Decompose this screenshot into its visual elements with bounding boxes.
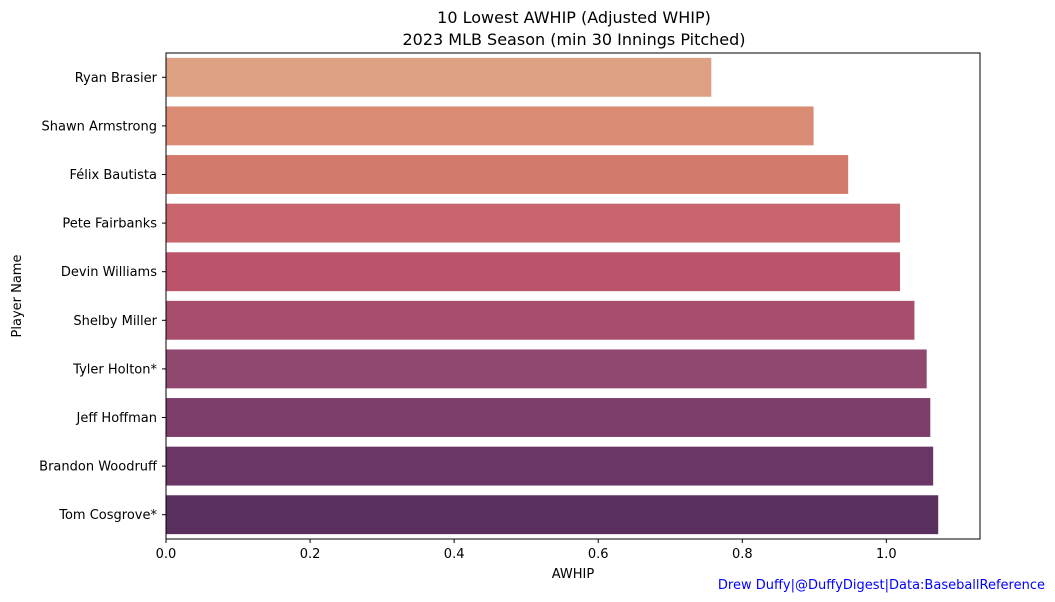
- x-tick-label: 0.4: [444, 547, 465, 562]
- y-tick-label: Jeff Hoffman: [76, 411, 157, 426]
- bar-1: [166, 106, 814, 146]
- chart-title: 10 Lowest AWHIP (Adjusted WHIP): [437, 8, 711, 27]
- y-tick-label: Tom Cosgrove*: [58, 508, 157, 523]
- y-tick-label: Tyler Holton*: [72, 362, 157, 377]
- bar-5: [166, 300, 915, 340]
- y-tick-label: Félix Bautista: [70, 168, 157, 183]
- bars-group: [166, 57, 939, 535]
- y-tick-label: Shawn Armstrong: [41, 119, 157, 134]
- bar-9: [166, 495, 939, 535]
- y-tick-label: Devin Williams: [61, 265, 157, 280]
- bar-8: [166, 446, 934, 486]
- x-tick-label: 0.0: [156, 547, 177, 562]
- bar-2: [166, 155, 849, 194]
- credit-text: Drew Duffy|@DuffyDigest|Data:BaseballRef…: [718, 578, 1045, 593]
- x-axis-label: AWHIP: [552, 567, 595, 582]
- y-tick-label: Ryan Brasier: [75, 71, 158, 86]
- y-tick-label: Brandon Woodruff: [39, 460, 158, 475]
- x-tick-label: 0.6: [588, 547, 609, 562]
- plot-frame: [165, 52, 981, 540]
- x-tick-label: 0.8: [732, 547, 753, 562]
- x-tick-label: 0.2: [300, 547, 321, 562]
- bar-6: [166, 349, 927, 389]
- y-axis-label: Player Name: [10, 255, 25, 338]
- x-axis-ticks: 0.0 0.2 0.4 0.6 0.8 1.0: [156, 539, 897, 562]
- bar-7: [166, 398, 931, 437]
- x-tick-label: 1.0: [876, 547, 897, 562]
- bar-0: [166, 57, 712, 97]
- bar-3: [166, 203, 901, 243]
- y-tick-label: Pete Fairbanks: [62, 217, 157, 232]
- bar-4: [166, 252, 901, 292]
- y-tick-label: Shelby Miller: [73, 314, 157, 329]
- y-axis-ticks: Ryan Brasier Shawn Armstrong Félix Bautist…: [39, 71, 166, 523]
- chart-subtitle: 2023 MLB Season (min 30 Innings Pitched): [402, 30, 745, 49]
